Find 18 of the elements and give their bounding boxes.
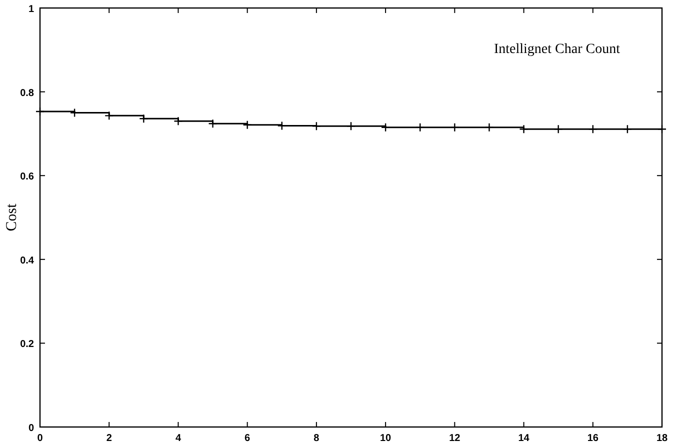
y-tick-label: 0: [28, 423, 34, 434]
x-tick-label: 6: [244, 433, 251, 444]
x-tick-label: 10: [380, 433, 392, 444]
y-axis-title: Cost: [4, 202, 20, 232]
x-tick-label: 0: [37, 433, 44, 444]
y-tick-label: 0.8: [20, 88, 34, 99]
x-tick-label: 12: [449, 433, 461, 444]
x-tick-label: 4: [175, 433, 182, 444]
x-tick-label: 16: [587, 433, 599, 444]
y-tick-label: 1: [28, 4, 34, 15]
x-tick-label: 8: [314, 433, 320, 444]
y-tick-label: 0.4: [20, 255, 34, 266]
y-tick-label: 0.2: [20, 339, 34, 350]
annotation: Intellignet Char Count: [494, 42, 620, 57]
x-tick-label: 18: [656, 433, 668, 444]
x-tick-label: 2: [106, 433, 112, 444]
x-tick-label: 14: [518, 433, 530, 444]
y-tick-label: 0.6: [20, 172, 34, 183]
